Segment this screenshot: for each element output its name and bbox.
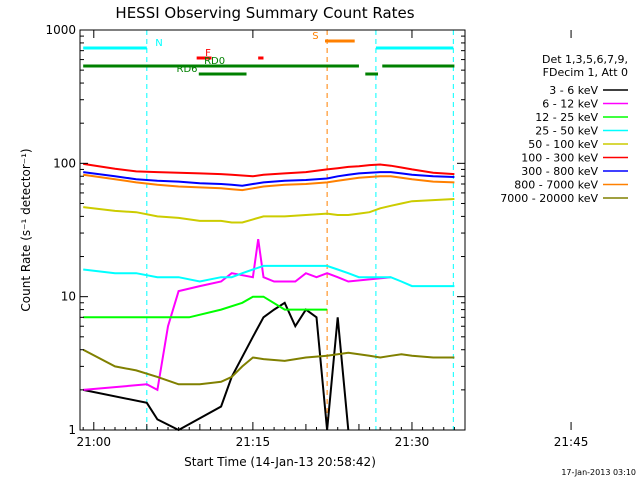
legend-label: 800 - 7000 keV [514,179,598,192]
plot-area: N F S RD0 RD6 [82,30,455,432]
flag-label: N [155,38,162,49]
series-line [83,171,455,187]
flag-label: F [205,48,211,59]
flag-label: RD6 [177,64,198,75]
y-tick-label: 1000 [45,23,76,37]
series-line [83,301,350,432]
legend-header: Det 1,3,5,6,7,9, [542,53,628,66]
legend-label: 6 - 12 keV [542,98,598,111]
series-line [82,348,455,386]
timestamp: 17-Jan-2013 03:10 [561,468,636,477]
y-tick-label: 1 [68,423,76,437]
series-line [83,239,391,392]
series-line [83,264,455,288]
series-line [83,162,455,178]
legend-label: 12 - 25 keV [535,111,598,124]
legend-label: 50 - 100 keV [528,138,598,151]
y-axis: 1 10 100 1000 [45,23,465,437]
legend-label: 300 - 800 keV [521,165,598,178]
legend-label: 3 - 6 keV [549,84,598,97]
series-line [83,198,455,224]
x-tick-label: 21:30 [395,435,430,449]
y-tick-label: 10 [61,290,76,304]
chart-title: HESSI Observing Summary Count Rates [115,4,414,22]
series-line [83,295,328,319]
legend: Det 1,3,5,6,7,9,FDecim 1, Att 0 3 - 6 keV… [500,53,628,205]
x-tick-label: 21:15 [236,435,271,449]
x-axis-label: Start Time (14-Jan-13 20:58:42) [184,455,376,469]
flag-label: S [312,31,318,42]
legend-label: 25 - 50 keV [535,125,598,138]
x-tick-label: 21:45 [554,435,589,449]
legend-label: 100 - 300 keV [521,152,598,165]
plot-frame [79,29,466,431]
legend-label: 7000 - 20000 keV [500,192,598,205]
legend-header: FDecim 1, Att 0 [543,66,628,79]
y-tick-label: 100 [53,156,76,170]
flag-label: RD0 [204,56,225,67]
series-line [83,173,455,192]
y-axis-label: Count Rate (s⁻¹ detector⁻¹) [19,148,33,311]
x-tick-label: 21:00 [76,435,111,449]
